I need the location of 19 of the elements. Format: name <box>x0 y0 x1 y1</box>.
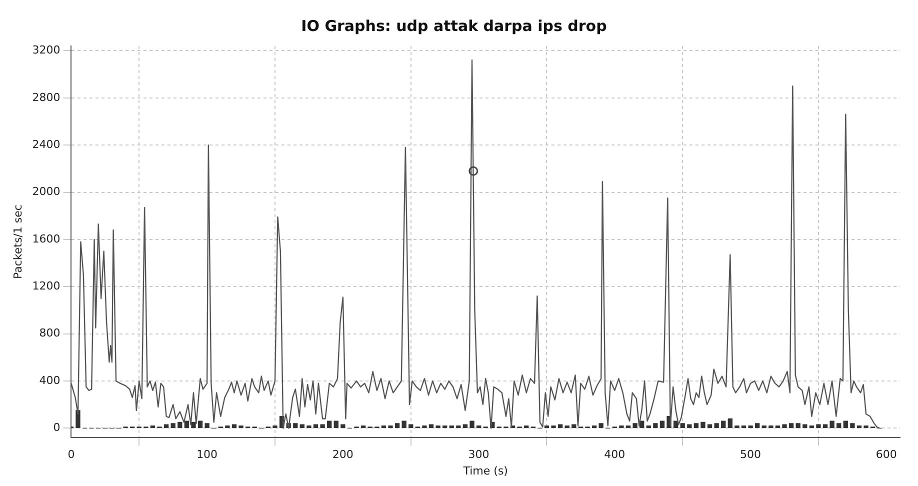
x-tick-label: 400 <box>604 448 626 462</box>
x-tick-label: 200 <box>332 448 354 462</box>
x-tick-label: 600 <box>876 448 897 462</box>
y-tick-label: 3200 <box>32 44 60 57</box>
x-tick-label: 100 <box>196 448 218 462</box>
chart-title: IO Graphs: udp attak darpa ips drop <box>301 16 608 35</box>
y-tick-label: 400 <box>39 374 60 387</box>
y-tick-label: 2400 <box>32 138 60 151</box>
x-tick-label: 300 <box>468 448 490 462</box>
y-tick-label: 0 <box>53 421 60 434</box>
y-tick-label: 800 <box>39 326 60 340</box>
y-axis-title: Packets/1 sec <box>11 204 24 280</box>
y-tick-label: 2800 <box>32 90 60 104</box>
y-tick-label: 1600 <box>32 232 60 246</box>
y-tick-label: 2000 <box>32 185 60 198</box>
x-axis-title: Time (s) <box>462 464 508 478</box>
x-tick-label: 500 <box>740 448 762 462</box>
x-tick-label: 0 <box>68 448 75 462</box>
y-tick-label: 1200 <box>32 279 60 292</box>
